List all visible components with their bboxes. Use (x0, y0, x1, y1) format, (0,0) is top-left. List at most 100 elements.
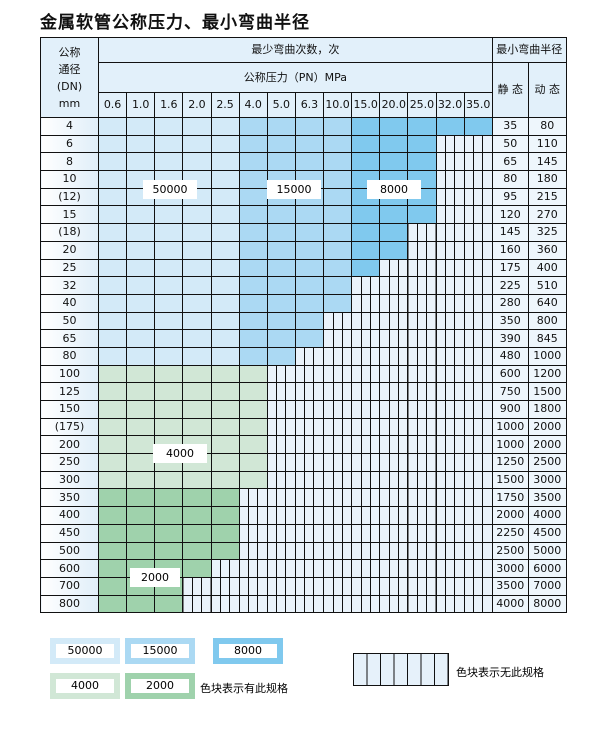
spec-cell (97, 170, 128, 189)
dn-cell: 50 (40, 311, 99, 331)
no-spec-cell (238, 594, 268, 614)
spec-cell (210, 117, 240, 136)
spec-cell (238, 293, 268, 313)
no-spec-cell (379, 488, 409, 508)
no-spec-cell (294, 435, 325, 455)
dn-label-line: (DN) (56, 79, 83, 93)
spec-cell (126, 453, 156, 472)
spec-cell (238, 311, 268, 331)
spec-cell (154, 400, 184, 419)
dn-header: 公称 通径 (DN) mm (40, 37, 99, 118)
dn-cell: 250 (40, 453, 99, 472)
spec-cell (294, 223, 325, 242)
dn-cell: 125 (40, 382, 99, 401)
no-spec-cell (407, 506, 437, 525)
no-spec-cell (351, 364, 381, 384)
spec-cell (97, 594, 128, 614)
no-spec-cell (407, 240, 437, 260)
table-row: 4 35 80 (40, 117, 567, 136)
spec-cell (126, 541, 156, 561)
no-spec-cell (463, 488, 493, 508)
dynamic-radius-cell: 180 (527, 170, 567, 189)
no-spec-cell (294, 576, 325, 596)
spec-cell (210, 223, 240, 242)
no-spec-cell (407, 223, 437, 242)
static-radius-cell: 35 (491, 117, 529, 136)
spec-cell (238, 187, 268, 207)
no-spec-cell (407, 276, 437, 295)
no-spec-cell (379, 417, 409, 437)
dn-label-line: 通径 (58, 62, 81, 76)
table-row: 65 390 845 (40, 329, 567, 348)
table-row: 150 900 1800 (40, 400, 567, 419)
spec-cell (126, 400, 156, 419)
no-spec-cell (435, 435, 465, 455)
no-spec-cell (322, 559, 353, 578)
no-spec-cell (322, 346, 353, 366)
spec-cell (182, 258, 212, 278)
no-spec-cell (463, 240, 493, 260)
table-row: 300 1500 3000 (40, 470, 567, 490)
spec-cell (97, 240, 128, 260)
dynamic-radius-cell: 215 (527, 187, 567, 207)
spec-cell (210, 506, 240, 525)
spec-cell (182, 293, 212, 313)
dn-cell: 200 (40, 435, 99, 455)
spec-cell (97, 453, 128, 472)
spec-cell (210, 170, 240, 189)
no-spec-cell (435, 594, 465, 614)
pressure-header: 公称压力（PN）MPa (98, 62, 493, 93)
spec-cell (238, 382, 268, 401)
no-spec-cell (407, 311, 437, 331)
spec-cell (126, 506, 156, 525)
spec-cell (126, 329, 156, 348)
spec-cell (238, 329, 268, 348)
spec-cell (210, 364, 240, 384)
no-spec-cell (294, 453, 325, 472)
dn-cell: 25 (40, 258, 99, 278)
spec-cell (97, 276, 128, 295)
spec-cell (210, 417, 240, 437)
no-spec-cell (435, 223, 465, 242)
no-spec-cell (379, 576, 409, 596)
no-spec-cell (435, 417, 465, 437)
dynamic-radius-cell: 3000 (527, 470, 567, 490)
spec-cell (238, 117, 268, 136)
spec-cell (97, 417, 128, 437)
spec-cell (294, 117, 325, 136)
no-spec-cell (351, 523, 381, 543)
table-row: 32 225 510 (40, 276, 567, 295)
spec-cell (238, 152, 268, 172)
no-spec-cell (266, 364, 296, 384)
no-spec-cell (463, 417, 493, 437)
no-spec-cell (435, 329, 465, 348)
no-spec-cell (407, 435, 437, 455)
spec-cell (238, 417, 268, 437)
no-spec-cell (407, 453, 437, 472)
no-spec-cell (379, 400, 409, 419)
spec-cell (266, 240, 296, 260)
spec-cell (154, 223, 184, 242)
no-spec-cell (407, 382, 437, 401)
dn-label-line: 公称 (58, 45, 81, 59)
spec-cell (266, 276, 296, 295)
region-label-2000: 2000 (130, 568, 180, 587)
dn-cell: 100 (40, 364, 99, 384)
no-spec-cell (294, 470, 325, 490)
no-spec-cell (435, 240, 465, 260)
no-spec-cell (379, 559, 409, 578)
no-spec-cell (351, 293, 381, 313)
spec-cell (126, 240, 156, 260)
no-spec-cell (463, 223, 493, 242)
dynamic-radius-cell: 2500 (527, 453, 567, 472)
no-spec-cell (322, 400, 353, 419)
static-radius-cell: 2500 (491, 541, 529, 561)
dn-cell: 8 (40, 152, 99, 172)
dn-cell: 400 (40, 506, 99, 525)
spec-cell (266, 293, 296, 313)
no-spec-cell (351, 541, 381, 561)
legend-has-spec-text: 色块表示有此规格 (200, 682, 288, 695)
no-spec-cell (379, 523, 409, 543)
no-spec-cell (266, 523, 296, 543)
no-spec-cell (463, 435, 493, 455)
